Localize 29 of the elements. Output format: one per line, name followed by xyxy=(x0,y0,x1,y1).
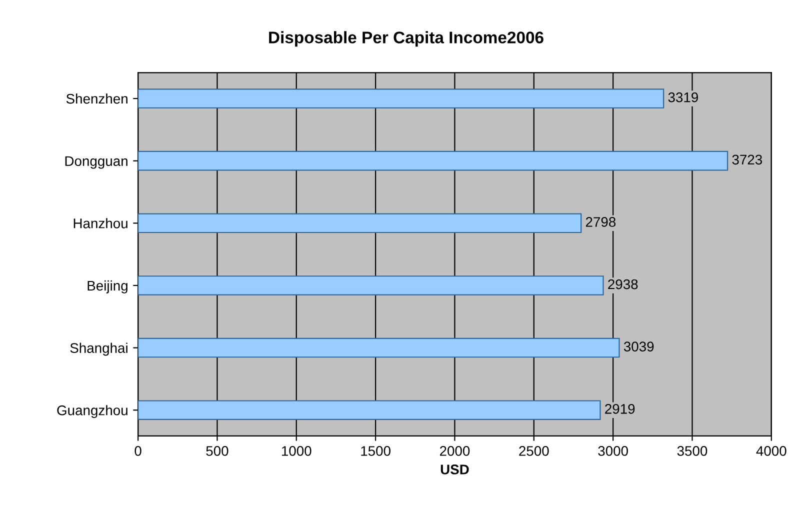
data-label: 3039 xyxy=(624,342,654,352)
y-tick-label: Hanzhou xyxy=(74,218,128,228)
bar xyxy=(138,276,604,296)
data-label: 2798 xyxy=(586,217,616,227)
data-label: 2938 xyxy=(608,279,638,290)
chart-title: Disposable Per Capita Income2006 xyxy=(269,31,544,47)
x-tick-label: 1000 xyxy=(282,446,312,456)
x-tick-label: 2000 xyxy=(440,446,470,456)
bar xyxy=(138,88,664,108)
bar xyxy=(138,213,582,234)
y-tick-label: Shenzhen xyxy=(66,93,128,104)
y-tick-label: Guangzhou xyxy=(57,405,128,418)
data-label: 3319 xyxy=(668,92,698,102)
x-axis-title: USD xyxy=(440,464,469,474)
x-tick-label: 3000 xyxy=(598,446,628,456)
data-label: 3723 xyxy=(732,154,762,165)
x-tick-label: 0 xyxy=(134,446,142,456)
x-tick-label: 2500 xyxy=(519,446,549,456)
x-tick-label: 1500 xyxy=(361,446,390,456)
bar xyxy=(138,150,728,171)
bar xyxy=(138,338,620,358)
bar xyxy=(138,400,601,420)
y-tick-label: Beijing xyxy=(88,280,128,294)
data-label: 2919 xyxy=(605,404,635,414)
y-tick-label: Dongguan xyxy=(65,156,128,169)
x-tick-label: 4000 xyxy=(756,446,786,456)
x-tick-label: 3500 xyxy=(677,446,708,456)
y-tick-label: Shanghai xyxy=(70,342,128,356)
x-tick-label: 500 xyxy=(206,446,228,456)
